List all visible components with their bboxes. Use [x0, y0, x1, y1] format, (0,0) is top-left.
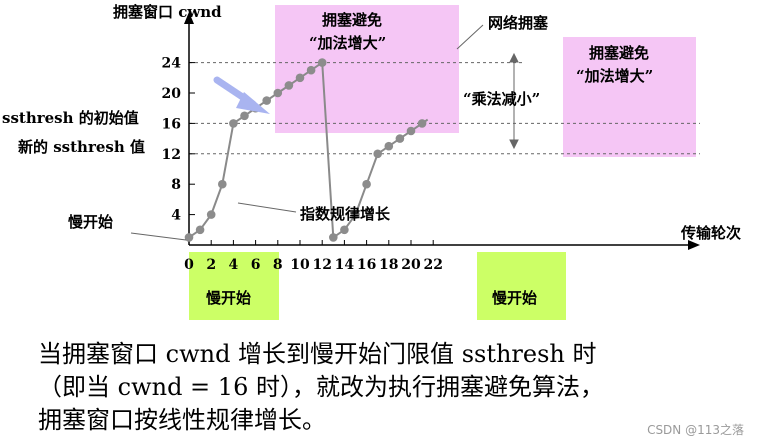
cwnd-point — [273, 88, 283, 98]
cwnd-point — [184, 233, 194, 242]
cwnd-series — [184, 58, 429, 242]
cwnd-point — [351, 210, 360, 219]
congestion-avoidance-box-2 — [563, 37, 696, 157]
exponential-growth-label: 指数规律增长 — [300, 205, 391, 223]
x-tick-label: 12 — [312, 257, 331, 273]
cwnd-point — [417, 119, 427, 128]
cwnd-point — [395, 134, 405, 143]
caption-line-3: 拥塞窗口按线性规律增长。 — [38, 406, 326, 434]
congestion-avoidance-1-subtitle: “加法增大” — [309, 34, 386, 52]
cwnd-point — [373, 149, 383, 159]
x-tick-label: 8 — [273, 257, 283, 273]
ssthresh-new-label: 新的 ssthresh 值 — [18, 138, 145, 156]
slow-start-pointer — [130, 232, 187, 241]
cwnd-point — [195, 225, 205, 235]
y-tick-label: 12 — [162, 147, 181, 163]
x-tick-label: 16 — [357, 257, 376, 273]
cwnd-point — [240, 111, 249, 121]
exponential-pointer — [237, 202, 297, 213]
x-tick-label: 2 — [206, 257, 216, 273]
y-axis-arrowhead — [184, 12, 194, 24]
decrease-bracket — [509, 52, 519, 150]
x-tick-label: 10 — [290, 257, 310, 273]
cwnd-point — [362, 179, 371, 189]
congestion-avoidance-2-title: 拥塞避免 — [589, 44, 649, 62]
multiplicative-decrease-label: “乘法减小” — [463, 90, 540, 108]
caption-line-2: （即当 cwnd = 16 时），就改为执行拥塞避免算法， — [38, 373, 604, 401]
caption: 当拥塞窗口 cwnd 增长到慢开始门限值 ssthresh 时 （即当 cwnd… — [38, 338, 750, 437]
ssthresh-arrow-icon — [213, 76, 270, 114]
cwnd-point — [284, 81, 294, 90]
slow-start-box-1 — [189, 252, 279, 320]
dashed-gridlines — [189, 62, 700, 155]
y-tick-label: 20 — [162, 86, 182, 102]
cwnd-point — [329, 233, 338, 242]
x-tick-label: 4 — [229, 257, 239, 273]
network-congestion-label: 网络拥塞 — [488, 14, 549, 32]
cwnd-point — [384, 141, 394, 151]
x-axis-arrowhead — [688, 240, 700, 250]
cwnd-point — [262, 96, 272, 105]
caption-line-1: 当拥塞窗口 cwnd 增长到慢开始门限值 ssthresh 时 — [38, 340, 597, 368]
y-tick-label: 16 — [162, 116, 181, 132]
y-tick-label: 8 — [171, 177, 181, 193]
x-tick-label: 18 — [379, 257, 398, 273]
cwnd-point — [306, 65, 316, 75]
slow-start-box-2 — [477, 252, 566, 320]
cwnd-point — [295, 73, 305, 83]
cwnd-point — [218, 179, 227, 189]
watermark: CSDN @113之落 — [647, 423, 744, 437]
y-ticks: 4 8 12 16 20 24 — [162, 56, 195, 224]
cwnd-point — [229, 119, 238, 128]
y-tick-label: 4 — [171, 208, 181, 224]
y-tick-label: 24 — [162, 56, 182, 72]
y-axis-title: 拥塞窗口 cwnd — [113, 3, 222, 21]
bottom-slow-start-2: 慢开始 — [492, 289, 537, 307]
bottom-slow-start-1: 慢开始 — [206, 289, 251, 307]
x-tick-label: 22 — [423, 257, 442, 273]
x-tick-label: 0 — [184, 257, 194, 273]
congestion-avoidance-box-1 — [275, 5, 459, 133]
x-axis-title: 传输轮次 — [680, 224, 741, 242]
cwnd-point — [317, 58, 327, 67]
x-tick-label: 14 — [335, 257, 355, 273]
x-tick-label: 6 — [251, 257, 261, 273]
network-congestion-pointer — [456, 24, 484, 50]
x-tick-label: 20 — [401, 257, 421, 273]
congestion-avoidance-2-subtitle: “加法增大” — [576, 67, 653, 85]
cwnd-point — [206, 210, 216, 219]
ssthresh-initial-label: ssthresh 的初始值 — [2, 109, 139, 127]
cwnd-point — [406, 126, 416, 136]
x-ticks: 0 2 4 6 8 10 12 14 16 18 20 22 — [184, 240, 443, 273]
cwnd-point — [340, 225, 349, 235]
congestion-avoidance-1-title: 拥塞避免 — [322, 11, 382, 29]
slow-start-label: 慢开始 — [68, 213, 113, 231]
